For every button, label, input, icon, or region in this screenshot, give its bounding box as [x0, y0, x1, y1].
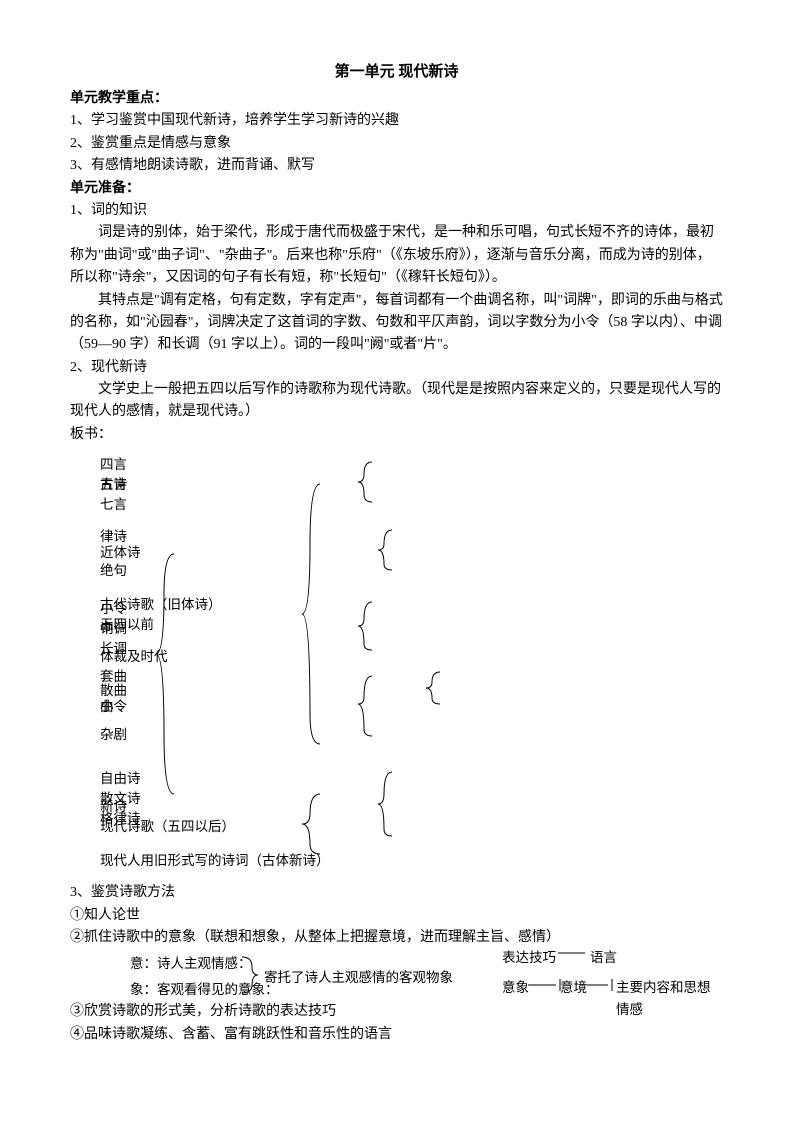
text-line: 2、鉴赏重点是情感与意象: [70, 133, 723, 155]
section-heading: 单元教学重点：: [70, 88, 723, 110]
text-line: 1、词的知识: [70, 200, 723, 222]
unit-title: 第一单元 现代新诗: [70, 60, 723, 84]
tree-leaf: 散文诗: [100, 788, 141, 810]
diagram-label: 意境: [560, 977, 587, 999]
tree-leaf: 格律诗: [100, 808, 141, 830]
text-line: 2、现代新诗: [70, 357, 723, 379]
text-line: ①知人论世: [70, 905, 723, 927]
tree-leaf: 五言: [100, 474, 127, 496]
text-line: 3、鉴赏诗歌方法: [70, 882, 723, 904]
paragraph: 词是诗的别体，始于梁代，形成于唐代而极盛于宋代，是一种和乐可唱，句式长短不齐的诗…: [70, 222, 723, 289]
diagram-label: 语言: [590, 947, 617, 969]
paragraph: 其特点是"调有定格，句有定数，字有定声"，每首词都有一个曲调名称，叫"词牌"，即…: [70, 290, 723, 357]
tree-leaf: 七言: [100, 494, 127, 516]
diagram-braces: [100, 454, 740, 874]
tree-diagram: 体裁及时代 古代诗歌（旧体诗） 五四以前 现代诗歌（五四以后） 古诗 近体诗 词…: [100, 454, 723, 874]
tree-leaf: 中调: [100, 618, 127, 640]
text-line: ④品味诗歌凝练、含蓄、富有跳跃性和音乐性的语言: [70, 1024, 723, 1046]
diagram-label: 象：客观看得见的意象：: [130, 979, 279, 1001]
tree-leaf: 长调: [100, 638, 127, 660]
diagram-label: 主要内容和思想情感: [616, 977, 723, 1020]
tree-leaf: 小令: [100, 696, 127, 718]
tree-leaf: 套曲: [100, 666, 127, 688]
diagram-label: 意：诗人主观情感：: [130, 953, 252, 975]
tree-node: 现代人用旧形式写的诗词（古体新诗）: [100, 850, 330, 872]
text-line: 板书：: [70, 424, 723, 446]
paragraph: 文学史上一般把五四以后写作的诗歌称为现代诗歌。（现代是是按照内容来定义的，只要是…: [70, 379, 723, 424]
diagram-label: 意象: [502, 977, 529, 999]
diagram-label: 表达技巧: [502, 947, 556, 969]
tree-leaf: 自由诗: [100, 768, 141, 790]
diagram-label: 寄托了诗人主观感情的客观物象: [264, 967, 453, 989]
tree-leaf: 绝句: [100, 560, 127, 582]
text-line: 3、有感情地朗读诗歌，进而背诵、默写: [70, 155, 723, 177]
tree-leaf: 四言: [100, 454, 127, 476]
section-heading: 单元准备：: [70, 178, 723, 200]
text-line: 1、学习鉴赏中国现代新诗，培养学生学习新诗的兴趣: [70, 110, 723, 132]
tree-leaf: 律诗: [100, 526, 127, 548]
tree-leaf: 小令: [100, 598, 127, 620]
method-diagram: 意：诗人主观情感： 象：客观看得见的意象： 寄托了诗人主观感情的客观物象 表达技…: [130, 953, 723, 997]
text-line: ②抓住诗歌中的意象（联想和想象，从整体上把握意境，进而理解主旨、感情）: [70, 927, 723, 949]
tree-leaf: 杂剧: [100, 724, 127, 746]
